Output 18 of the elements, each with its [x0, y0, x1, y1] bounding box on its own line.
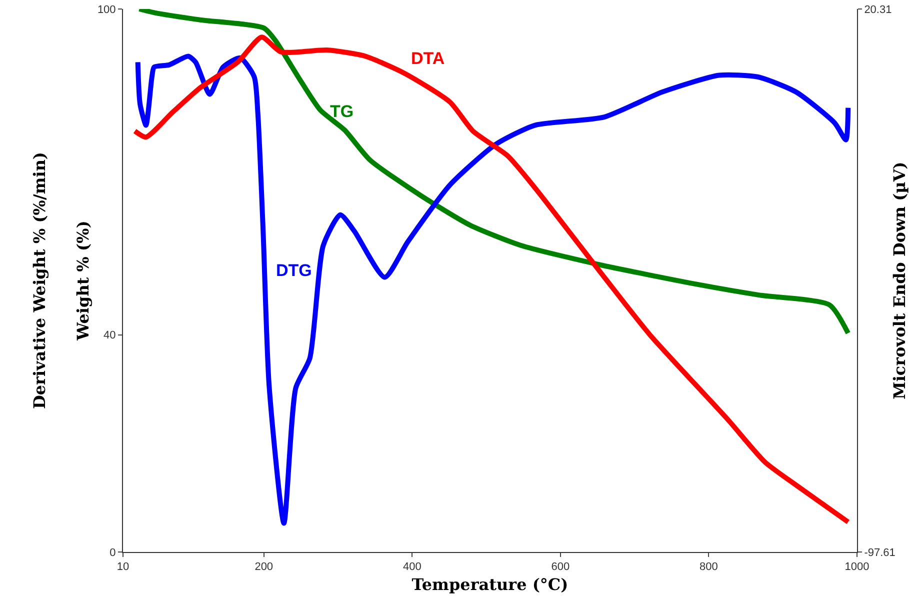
y2-tick-label: -97.61 — [864, 546, 896, 559]
y2-axis-title: Microvolt Endo Down (µV) — [890, 162, 909, 400]
y-tick-label: 100 — [97, 4, 116, 16]
y-axis-title: Weight % (%) — [73, 220, 92, 342]
x-tick-label: 600 — [551, 561, 570, 574]
y-tick-label: 0 — [110, 546, 116, 559]
x-tick-label: 200 — [254, 561, 274, 574]
series-label: DTG — [276, 261, 312, 280]
x-tick-label: 800 — [700, 561, 718, 574]
series-label: DTA — [411, 49, 445, 68]
y2-tick-label: 20.31 — [864, 4, 892, 16]
y3-axis-title: Derivative Weight % (%/min) — [30, 152, 49, 409]
y-tick-label: 40 — [104, 330, 116, 342]
x-tick-label: 400 — [402, 561, 422, 574]
x-tick-label: 1000 — [844, 561, 870, 574]
series-label: TG — [330, 102, 354, 121]
x-tick-label: 10 — [116, 561, 130, 574]
x-axis-title: Temperature (°C) — [412, 574, 568, 594]
